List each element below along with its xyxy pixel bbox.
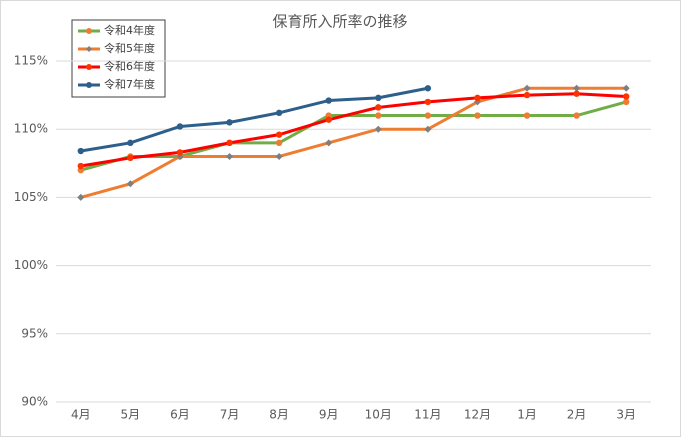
marker <box>226 152 234 160</box>
marker <box>86 28 92 34</box>
marker <box>275 131 283 138</box>
marker <box>573 84 581 92</box>
marker <box>86 64 92 70</box>
marker <box>127 139 134 147</box>
y-tick-label: 95% <box>21 326 48 340</box>
marker <box>424 98 432 106</box>
marker <box>523 84 531 92</box>
x-tick-label: 2月 <box>567 408 587 422</box>
marker <box>474 112 481 119</box>
marker <box>325 139 333 147</box>
y-tick-label: 105% <box>14 190 48 204</box>
series-line <box>80 86 429 153</box>
marker <box>176 149 184 156</box>
marker <box>325 116 332 123</box>
marker <box>474 94 481 102</box>
marker <box>424 125 432 133</box>
marker <box>375 112 382 119</box>
marker <box>623 93 630 100</box>
legend-label: 令和7年度 <box>104 77 155 91</box>
x-tick-label: 9月 <box>319 408 339 422</box>
x-tick-label: 10月 <box>365 408 392 422</box>
x-tick-label: 11月 <box>414 408 441 422</box>
x-tick-label: 12月 <box>464 408 491 422</box>
legend-label: 令和4年度 <box>104 23 155 37</box>
series-line <box>80 92 627 168</box>
marker <box>523 112 531 119</box>
marker <box>275 152 283 160</box>
y-tick-label: 115% <box>14 54 48 68</box>
y-tick-label: 110% <box>14 122 48 136</box>
marker <box>127 154 134 162</box>
x-tick-label: 4月 <box>71 408 91 422</box>
marker <box>424 85 432 92</box>
marker <box>375 104 382 111</box>
x-tick-label: 3月 <box>616 408 636 422</box>
marker <box>573 90 580 97</box>
marker <box>77 162 84 170</box>
x-tick-label: 6月 <box>170 408 190 422</box>
marker <box>374 125 382 133</box>
legend-label: 令和5年度 <box>104 41 155 55</box>
x-tick-label: 5月 <box>121 408 141 422</box>
marker <box>86 82 92 88</box>
marker <box>226 139 233 147</box>
marker <box>126 180 134 188</box>
marker <box>86 46 92 52</box>
marker <box>176 123 184 130</box>
marker <box>375 94 382 102</box>
x-tick-label: 8月 <box>269 408 289 422</box>
marker <box>424 112 432 119</box>
series-line <box>80 100 627 172</box>
x-tick-label: 1月 <box>517 408 537 422</box>
marker <box>77 193 85 201</box>
marker <box>622 84 630 92</box>
marker <box>77 147 84 155</box>
marker <box>275 109 283 117</box>
legend-label: 令和6年度 <box>104 59 155 73</box>
marker <box>275 139 283 147</box>
x-tick-label: 7月 <box>220 408 240 422</box>
y-tick-label: 90% <box>21 395 48 409</box>
marker <box>573 112 580 119</box>
marker <box>226 119 233 126</box>
y-tick-label: 100% <box>14 258 48 272</box>
marker <box>523 91 531 99</box>
series-line <box>80 86 627 199</box>
chart-title: 保育所入所率の推移 <box>272 13 407 31</box>
marker <box>623 98 630 106</box>
marker <box>325 97 332 104</box>
